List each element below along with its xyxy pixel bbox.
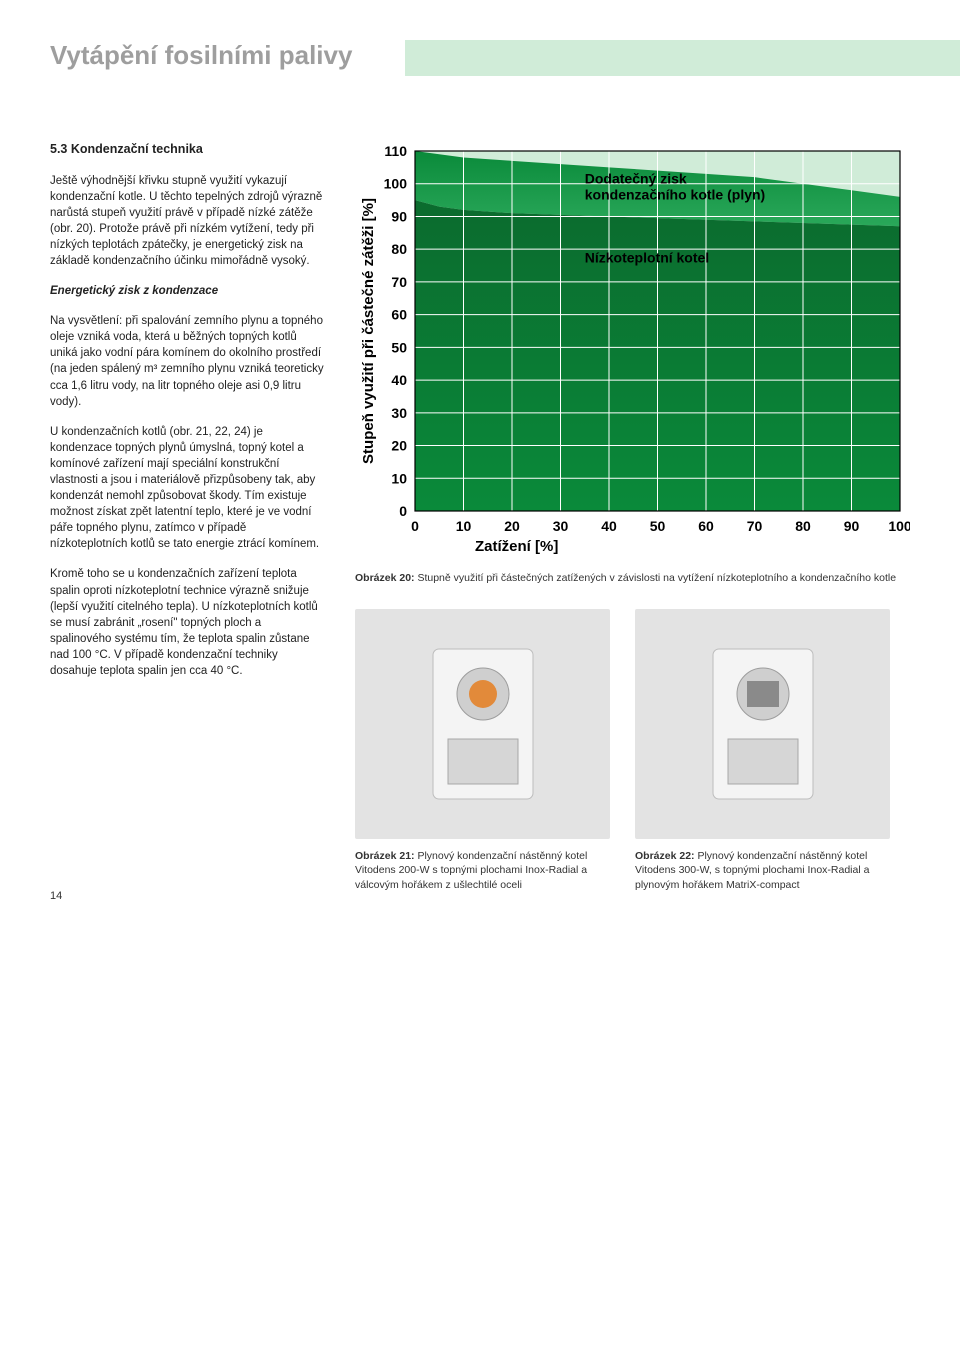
svg-text:Zatížení [%]: Zatížení [%] <box>475 538 558 555</box>
page-title: Vytápění fosilními palivy <box>50 40 910 71</box>
svg-text:90: 90 <box>391 208 407 224</box>
fig20-caption-bold: Obrázek 20: <box>355 572 415 584</box>
fig20-caption-text: Stupně využití při částečných zatížených… <box>415 572 897 584</box>
svg-text:10: 10 <box>391 470 407 486</box>
svg-text:0: 0 <box>399 503 407 519</box>
svg-text:Dodatečný zisk: Dodatečný zisk <box>585 171 687 187</box>
svg-text:70: 70 <box>391 274 407 290</box>
para-2: Na vysvětlení: při spalování zemního ply… <box>50 313 325 410</box>
svg-text:90: 90 <box>844 518 860 534</box>
fig21-placeholder <box>355 609 610 839</box>
fig21-caption-bold: Obrázek 21: <box>355 850 415 862</box>
fig22-caption-bold: Obrázek 22: <box>635 850 695 862</box>
page-number: 14 <box>50 890 62 902</box>
svg-text:30: 30 <box>391 405 407 421</box>
right-column: 0 10 20 30 40 50 60 70 80 90 100 0 10 20 30 40 50 60 70 80 9… <box>355 141 910 892</box>
fig21-box: Obrázek 21: Plynový kondenzační nástěnný… <box>355 609 610 892</box>
svg-text:40: 40 <box>391 372 407 388</box>
svg-text:50: 50 <box>391 339 407 355</box>
svg-text:80: 80 <box>391 241 407 257</box>
section-title: 5.3 Kondenzační technika <box>50 141 325 159</box>
svg-text:50: 50 <box>650 518 666 534</box>
fig22-box: Obrázek 22: Plynový kondenzační nástěnný… <box>635 609 890 892</box>
svg-text:Nízkoteplotní kotel: Nízkoteplotní kotel <box>585 249 709 265</box>
svg-text:40: 40 <box>601 518 617 534</box>
subhead: Energetický zisk z kondenzace <box>50 283 325 299</box>
svg-text:30: 30 <box>553 518 569 534</box>
boiler-icon <box>703 639 823 809</box>
para-4: Kromě toho se u kondenzačních zařízení t… <box>50 566 325 679</box>
para-1: Ještě výhodnější křivku stupně využití v… <box>50 173 325 270</box>
svg-text:80: 80 <box>795 518 811 534</box>
svg-text:Stupeň využití při částečné zá: Stupeň využití při částečné zátěži [%] <box>360 198 377 464</box>
svg-text:10: 10 <box>456 518 472 534</box>
para-3: U kondenzačních kotlů (obr. 21, 22, 24) … <box>50 424 325 553</box>
svg-text:20: 20 <box>391 438 407 454</box>
svg-text:20: 20 <box>504 518 520 534</box>
fig22-placeholder <box>635 609 890 839</box>
chart-20: 0 10 20 30 40 50 60 70 80 90 100 0 10 20 30 40 50 60 70 80 9… <box>355 141 910 561</box>
svg-text:100: 100 <box>384 176 408 192</box>
svg-text:kondenzačního kotle (plyn): kondenzačního kotle (plyn) <box>585 187 765 203</box>
svg-text:0: 0 <box>411 518 419 534</box>
left-column: 5.3 Kondenzační technika Ještě výhodnějš… <box>50 141 325 892</box>
svg-text:60: 60 <box>698 518 714 534</box>
svg-text:60: 60 <box>391 307 407 323</box>
svg-text:100: 100 <box>888 518 910 534</box>
fig22-caption: Obrázek 22: Plynový kondenzační nástěnný… <box>635 849 890 892</box>
svg-text:70: 70 <box>747 518 763 534</box>
chart-svg: 0 10 20 30 40 50 60 70 80 90 100 0 10 20 30 40 50 60 70 80 9… <box>355 141 910 561</box>
boiler-icon <box>423 639 543 809</box>
fig21-caption: Obrázek 21: Plynový kondenzační nástěnný… <box>355 849 610 892</box>
fig20-caption: Obrázek 20: Stupně využití při částečnýc… <box>355 571 910 585</box>
svg-text:110: 110 <box>384 143 407 159</box>
